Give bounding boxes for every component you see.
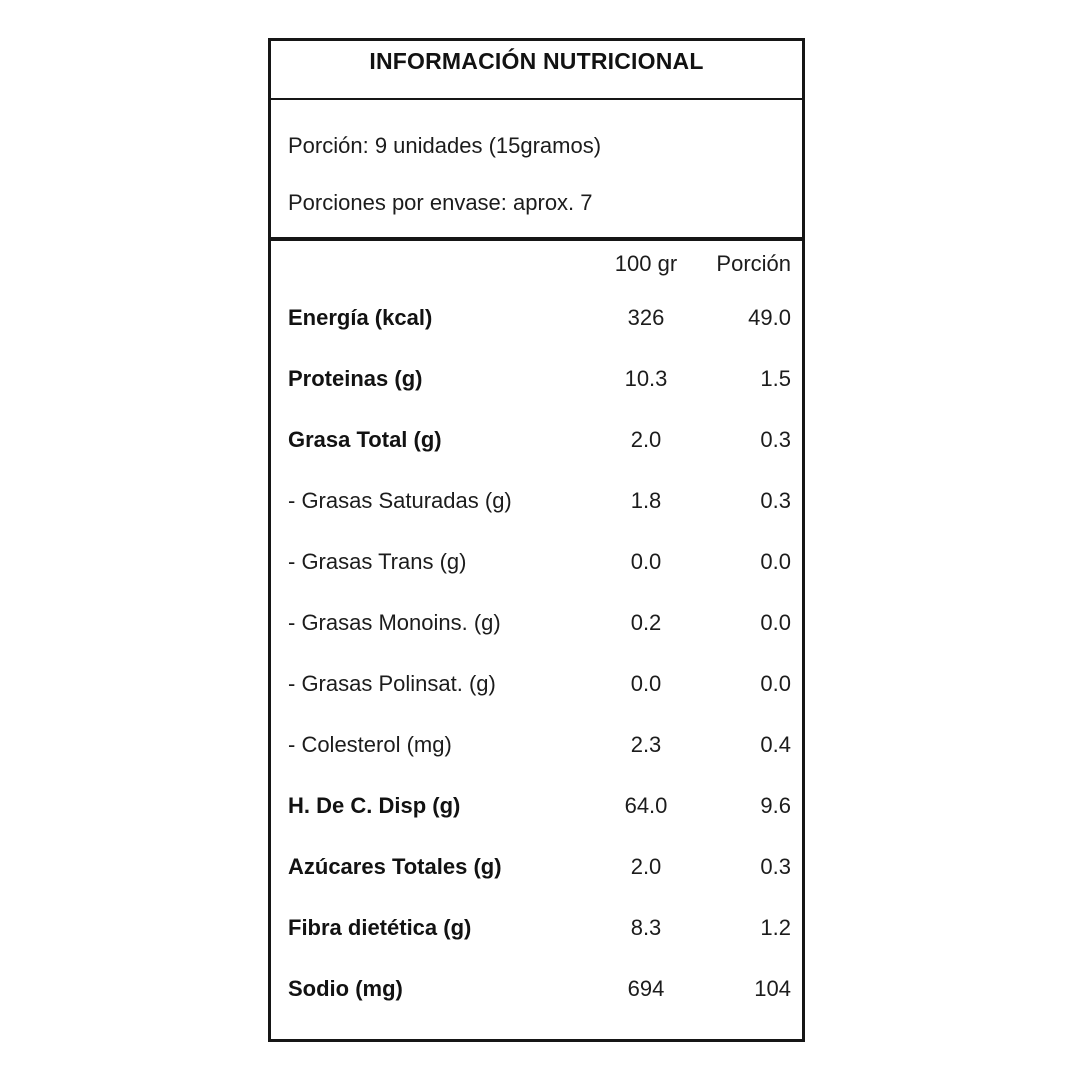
table-row-azucares-totales: Azúcares Totales (g) 2.0 0.3 [271, 836, 802, 897]
nutrient-per100-value: 8.3 [630, 914, 662, 940]
nutrient-per100-value: 2.0 [630, 426, 662, 452]
table-row-grasas-monoins: - Grasas Monoins. (g) 0.2 0.0 [271, 592, 802, 653]
table-row-sodio: Sodio (mg) 694 104 [271, 958, 802, 1019]
nutrient-per100-value: 0.0 [630, 548, 662, 574]
nutrient-per100-value: 326 [627, 304, 665, 330]
nutrient-label: - Grasas Trans (g) [288, 548, 467, 574]
nutrient-per100-value: 0.0 [630, 670, 662, 696]
table-row-colesterol: - Colesterol (mg) 2.3 0.4 [271, 714, 802, 775]
title-section: INFORMACIÓN NUTRICIONAL [271, 41, 802, 100]
table-row-fibra-dietetica: Fibra dietética (g) 8.3 1.2 [271, 897, 802, 958]
table-row-proteinas: Proteinas (g) 10.3 1.5 [271, 348, 802, 409]
nutrient-label: Energía (kcal) [288, 304, 433, 330]
page-title: INFORMACIÓN NUTRICIONAL [369, 48, 704, 74]
nutrient-portion-value: 0.3 [760, 853, 791, 879]
table-row-grasas-polinsat: - Grasas Polinsat. (g) 0.0 0.0 [271, 653, 802, 714]
nutrient-portion-value: 0.0 [760, 670, 791, 696]
nutrient-per100-value: 694 [627, 975, 665, 1001]
nutrient-portion-value: 1.5 [760, 365, 791, 391]
nutrient-per100-value: 2.0 [630, 853, 662, 879]
nutrient-label: - Grasas Monoins. (g) [288, 609, 501, 635]
serving-section: Porción: 9 unidades (15gramos) Porciones… [271, 100, 802, 241]
table-row-grasa-total: Grasa Total (g) 2.0 0.3 [271, 409, 802, 470]
nutrient-label: Proteinas (g) [288, 365, 423, 391]
table-row-grasas-trans: - Grasas Trans (g) 0.0 0.0 [271, 531, 802, 592]
nutrient-portion-value: 0.4 [760, 731, 791, 757]
portion-size-text: Porción: 9 unidades (15gramos) [288, 133, 602, 158]
table-row-hdec-disp: H. De C. Disp (g) 64.0 9.6 [271, 775, 802, 836]
nutrient-portion-value: 0.3 [760, 487, 791, 513]
nutrient-portion-value: 0.0 [760, 548, 791, 574]
nutrient-label: Azúcares Totales (g) [288, 853, 502, 879]
nutrient-label: Fibra dietética (g) [288, 914, 472, 940]
nutrient-label: - Colesterol (mg) [288, 731, 452, 757]
nutrient-portion-value: 1.2 [760, 914, 791, 940]
nutrient-portion-value: 0.3 [760, 426, 791, 452]
nutrition-facts-panel: INFORMACIÓN NUTRICIONAL Porción: 9 unida… [268, 38, 805, 1042]
table-row-energia: Energía (kcal) 326 49.0 [271, 287, 802, 348]
header-per-100g: 100 gr [614, 251, 678, 276]
nutrient-portion-value: 9.6 [760, 792, 791, 818]
nutrient-per100-value: 1.8 [630, 487, 662, 513]
nutrient-portion-value: 49.0 [748, 304, 791, 330]
nutrient-label: Sodio (mg) [288, 975, 403, 1001]
table-header-row: 100 gr Porción [271, 241, 802, 287]
header-per-portion: Porción [716, 251, 791, 276]
servings-per-container-text: Porciones por envase: aprox. 7 [288, 190, 593, 215]
nutrient-label: Grasa Total (g) [288, 426, 442, 452]
header-empty-cell [271, 241, 591, 287]
nutrient-label: - Grasas Polinsat. (g) [288, 670, 496, 696]
table-row-grasas-saturadas: - Grasas Saturadas (g) 1.8 0.3 [271, 470, 802, 531]
nutrient-per100-value: 10.3 [624, 365, 668, 391]
nutrient-values-section: 100 gr Porción Energía (kcal) 326 49.0 P… [271, 241, 802, 1033]
nutrient-label: H. De C. Disp (g) [288, 792, 461, 818]
nutrient-per100-value: 0.2 [630, 609, 662, 635]
nutrient-portion-value: 104 [754, 975, 791, 1001]
nutrition-table: 100 gr Porción Energía (kcal) 326 49.0 P… [271, 241, 802, 1019]
nutrient-per100-value: 64.0 [624, 792, 668, 818]
nutrient-portion-value: 0.0 [760, 609, 791, 635]
nutrient-per100-value: 2.3 [630, 731, 662, 757]
nutrient-label: - Grasas Saturadas (g) [288, 487, 512, 513]
